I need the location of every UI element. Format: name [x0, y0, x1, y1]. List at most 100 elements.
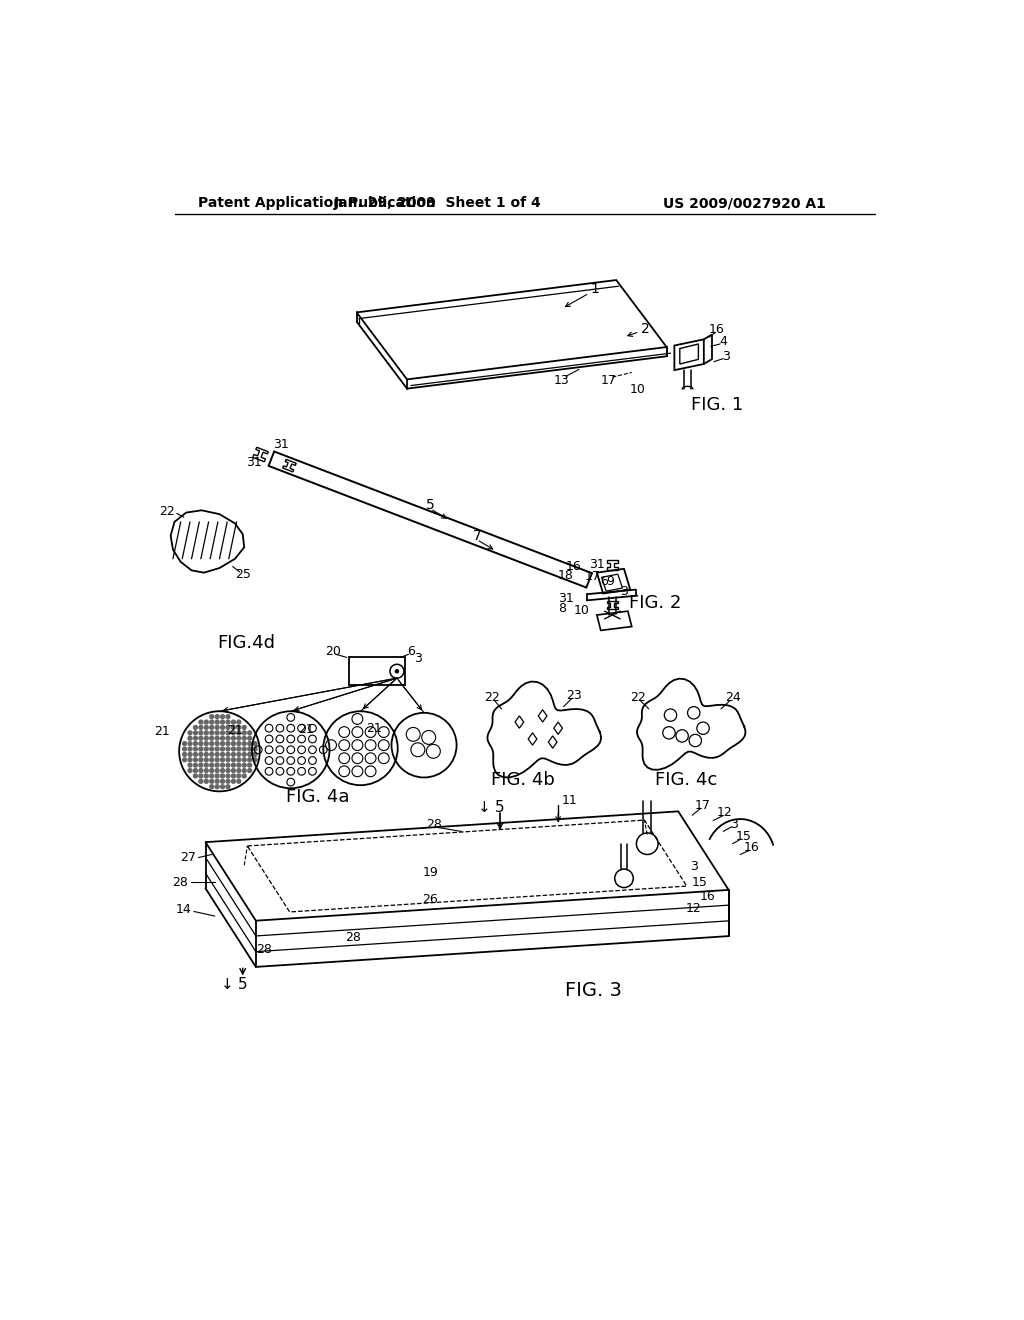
Circle shape	[248, 737, 252, 741]
Text: 15: 15	[735, 829, 752, 842]
Text: 16: 16	[710, 323, 725, 335]
Text: 31: 31	[589, 558, 605, 572]
Circle shape	[210, 779, 214, 783]
Circle shape	[210, 737, 214, 741]
Circle shape	[210, 742, 214, 746]
Circle shape	[210, 785, 214, 788]
Circle shape	[182, 747, 186, 751]
Circle shape	[215, 731, 219, 735]
Circle shape	[243, 731, 246, 735]
Text: 28: 28	[173, 875, 188, 888]
Circle shape	[220, 737, 224, 741]
Circle shape	[194, 726, 198, 730]
Circle shape	[199, 731, 203, 735]
Circle shape	[210, 758, 214, 762]
Circle shape	[220, 779, 224, 783]
Circle shape	[220, 752, 224, 756]
Text: 19: 19	[422, 866, 438, 879]
Circle shape	[215, 758, 219, 762]
Circle shape	[248, 758, 252, 762]
Text: 21: 21	[367, 722, 382, 735]
Circle shape	[220, 785, 224, 788]
Text: 8: 8	[558, 602, 566, 615]
Text: 5: 5	[238, 977, 248, 993]
Circle shape	[199, 763, 203, 767]
Text: 17: 17	[585, 570, 601, 583]
Circle shape	[199, 721, 203, 723]
Circle shape	[210, 714, 214, 718]
Circle shape	[243, 726, 246, 730]
Circle shape	[194, 763, 198, 767]
Circle shape	[194, 737, 198, 741]
Text: 18: 18	[558, 569, 573, 582]
Circle shape	[231, 774, 236, 777]
Circle shape	[188, 731, 191, 735]
Text: 5: 5	[496, 800, 505, 814]
Circle shape	[205, 758, 208, 762]
Text: 14: 14	[176, 903, 191, 916]
Text: 31: 31	[558, 593, 573, 606]
Circle shape	[182, 758, 186, 762]
Circle shape	[231, 721, 236, 723]
Circle shape	[243, 763, 246, 767]
Circle shape	[205, 726, 208, 730]
Circle shape	[248, 731, 252, 735]
Circle shape	[215, 768, 219, 772]
Circle shape	[205, 774, 208, 777]
Circle shape	[194, 742, 198, 746]
Circle shape	[237, 758, 241, 762]
Text: 6: 6	[407, 644, 415, 657]
Circle shape	[199, 774, 203, 777]
Text: FIG. 2: FIG. 2	[629, 594, 681, 612]
Text: 22: 22	[159, 504, 174, 517]
Circle shape	[226, 774, 230, 777]
Circle shape	[205, 721, 208, 723]
Circle shape	[188, 747, 191, 751]
Circle shape	[188, 742, 191, 746]
Text: FIG. 4a: FIG. 4a	[286, 788, 349, 807]
Text: FIG. 4b: FIG. 4b	[492, 771, 555, 789]
Circle shape	[199, 758, 203, 762]
Circle shape	[220, 763, 224, 767]
Text: 15: 15	[692, 875, 708, 888]
Text: 3: 3	[621, 585, 628, 598]
Circle shape	[220, 774, 224, 777]
Circle shape	[210, 731, 214, 735]
Text: FIG.4d: FIG.4d	[217, 635, 275, 652]
Circle shape	[243, 737, 246, 741]
Circle shape	[226, 737, 230, 741]
Circle shape	[243, 752, 246, 756]
Circle shape	[194, 768, 198, 772]
Circle shape	[248, 763, 252, 767]
Circle shape	[194, 731, 198, 735]
Text: 5: 5	[426, 498, 434, 512]
Circle shape	[226, 726, 230, 730]
Circle shape	[237, 737, 241, 741]
Text: 21: 21	[154, 725, 170, 738]
Circle shape	[231, 726, 236, 730]
Circle shape	[215, 752, 219, 756]
Circle shape	[199, 768, 203, 772]
Text: 3: 3	[414, 652, 422, 665]
Circle shape	[188, 763, 191, 767]
Circle shape	[248, 752, 252, 756]
Circle shape	[237, 779, 241, 783]
Circle shape	[226, 721, 230, 723]
Circle shape	[199, 779, 203, 783]
Circle shape	[215, 726, 219, 730]
Circle shape	[231, 747, 236, 751]
Bar	[349, 657, 404, 685]
Circle shape	[205, 752, 208, 756]
Text: 16: 16	[565, 560, 582, 573]
Text: 22: 22	[630, 690, 646, 704]
Text: 10: 10	[573, 603, 590, 616]
Circle shape	[231, 763, 236, 767]
Circle shape	[226, 731, 230, 735]
Circle shape	[237, 721, 241, 723]
Circle shape	[210, 721, 214, 723]
Circle shape	[253, 742, 257, 746]
Circle shape	[237, 731, 241, 735]
Circle shape	[231, 779, 236, 783]
Circle shape	[215, 785, 219, 788]
Circle shape	[182, 752, 186, 756]
